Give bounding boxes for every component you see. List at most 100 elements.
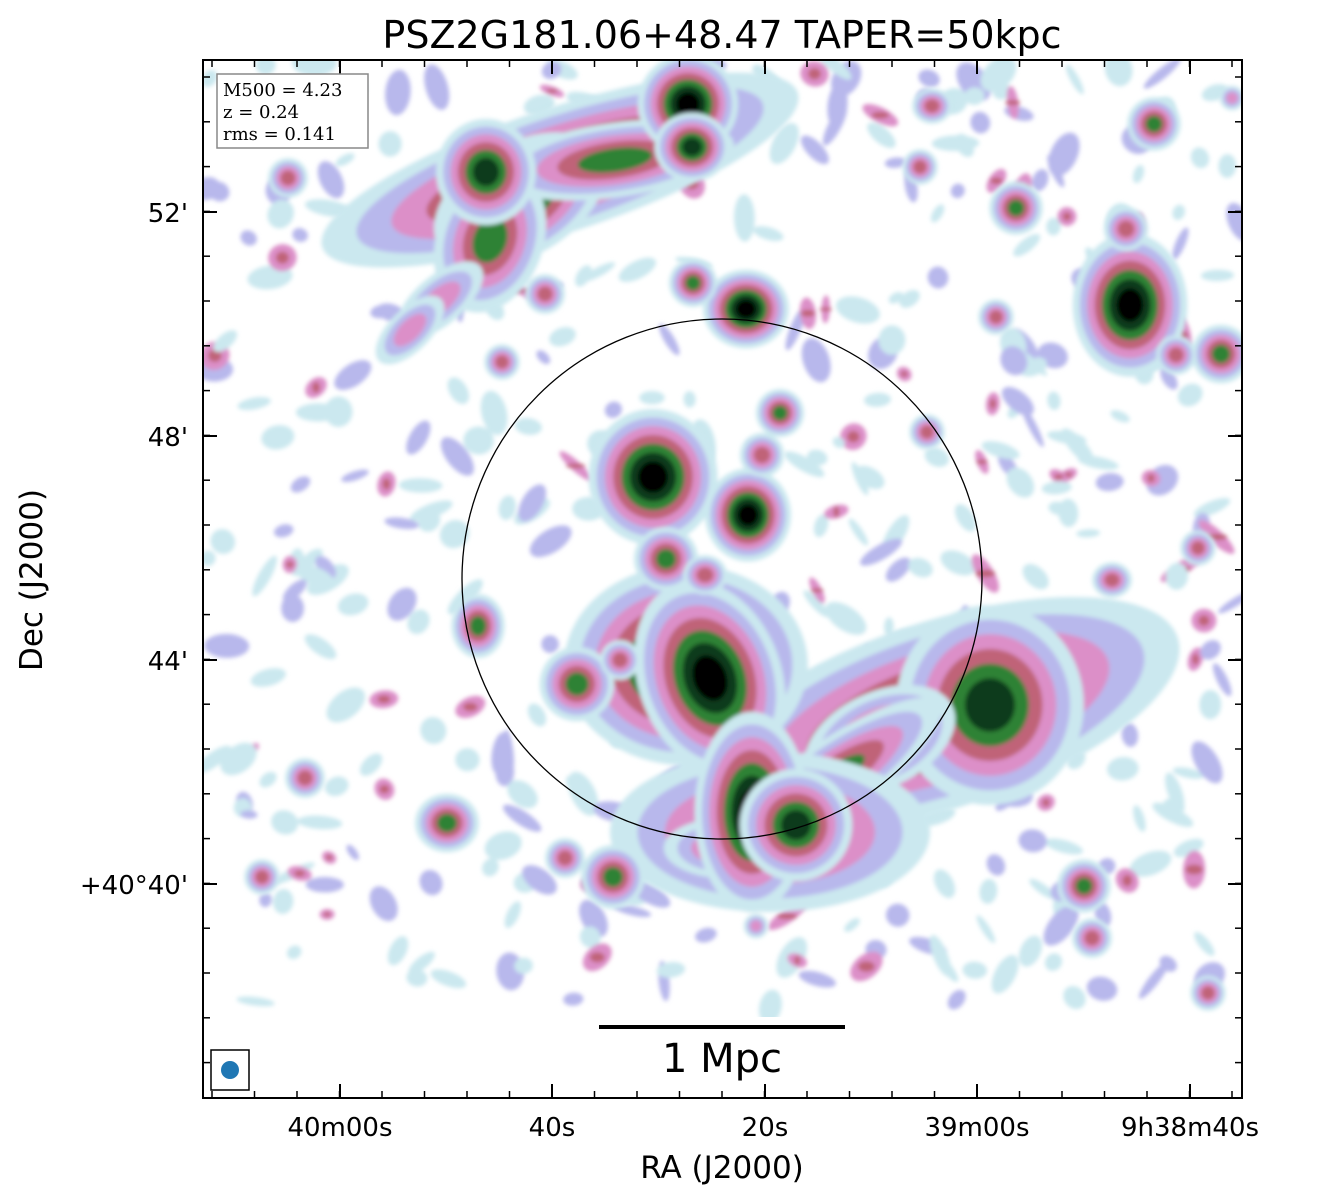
noise-blob	[835, 296, 880, 324]
noise-blob	[848, 518, 869, 546]
source-contour-layer	[557, 850, 573, 866]
source-contour-layer	[750, 920, 762, 932]
noise-blob-core	[325, 854, 333, 861]
noise-blob	[940, 550, 976, 576]
noise-blob	[825, 601, 867, 635]
source-contour-layer	[255, 870, 269, 884]
noise-blob	[733, 194, 755, 242]
noise-blob	[816, 60, 852, 80]
noise-blob	[480, 390, 508, 436]
noise-blob	[536, 350, 551, 365]
noise-blob	[758, 989, 782, 1017]
noise-blob	[514, 418, 542, 435]
noise-blob	[455, 748, 480, 772]
info-m500: M500 = 4.23	[223, 80, 342, 101]
noise-blob	[1191, 741, 1223, 784]
noise-blob	[888, 292, 904, 304]
source-contour-layer	[1145, 115, 1163, 133]
noise-blob	[832, 437, 845, 448]
noise-blob	[964, 87, 985, 105]
noise-blob	[1018, 829, 1047, 853]
noise-blob	[324, 396, 353, 427]
source-contour-layer	[495, 355, 509, 369]
noise-blob	[541, 635, 559, 653]
noise-blob	[803, 590, 829, 618]
noise-blob	[563, 992, 584, 1006]
noise-blob	[482, 858, 499, 877]
source-contour-layer	[676, 92, 700, 116]
noise-blob	[385, 69, 411, 116]
noise-blob	[991, 954, 1019, 994]
noise-blob	[1136, 858, 1165, 877]
source-contour-layer	[738, 504, 758, 526]
noise-blob	[317, 161, 345, 199]
source-contour-layer	[280, 170, 296, 186]
noise-blob	[418, 510, 441, 532]
noise-blob	[604, 401, 622, 418]
y-tick-labels: 52' 48' 44' +40°40'	[80, 199, 188, 901]
noise-blob	[613, 904, 652, 918]
noise-blob	[934, 953, 959, 982]
noise-blob	[282, 579, 307, 602]
noise-blob	[753, 226, 784, 242]
source-contour-layer	[685, 275, 701, 291]
noise-blob-core	[975, 569, 996, 578]
noise-blob	[1041, 481, 1072, 495]
noise-blob	[1044, 838, 1083, 855]
source-contour-layer	[469, 616, 487, 636]
noise-blob	[1047, 391, 1061, 410]
noise-blob	[210, 529, 236, 554]
noise-blob	[1020, 351, 1048, 376]
x-axis-label: RA (J2000)	[640, 1150, 804, 1186]
noise-blob	[335, 153, 355, 167]
noise-blob	[769, 122, 799, 165]
noise-blob-core	[1147, 473, 1155, 483]
noise-blob-core	[1198, 615, 1210, 626]
noise-blob	[439, 519, 470, 549]
noise-blob	[1006, 467, 1035, 498]
noise-blob-core	[1185, 864, 1203, 875]
noise-blob-core	[794, 955, 801, 966]
noise-blob	[406, 969, 428, 987]
x-tick-label: 39m00s	[924, 1113, 1029, 1143]
noise-blob	[250, 668, 286, 687]
noise-blob	[659, 323, 680, 356]
noise-blob	[336, 690, 358, 712]
noise-blob	[1172, 767, 1204, 779]
r500-circle	[461, 318, 983, 840]
noise-blob	[1031, 169, 1049, 192]
noise-blob	[527, 703, 547, 727]
noise-blob-core	[1122, 874, 1133, 887]
x-tick-label: 9h38m40s	[1121, 1113, 1259, 1143]
noise-blob	[807, 449, 828, 466]
noise-blob	[1077, 455, 1119, 470]
x-tick-label: 40m00s	[287, 1113, 392, 1143]
noise-blob	[419, 869, 443, 896]
noise-blob	[1194, 931, 1215, 956]
source-contour-layer	[565, 672, 589, 696]
source-contour-layer	[1116, 288, 1144, 322]
noise-blob-core	[286, 561, 294, 568]
noise-blob-core	[312, 382, 320, 393]
source-contour-layer	[772, 405, 788, 421]
noise-blob-core	[275, 251, 289, 264]
info-box: M500 = 4.23 z = 0.24 rms = 0.141	[216, 73, 369, 149]
noise-blob-core	[382, 478, 391, 490]
noise-blob	[406, 420, 431, 455]
noise-blob	[292, 228, 308, 242]
source-contour-layer	[603, 867, 623, 887]
noise-blob	[341, 469, 369, 482]
source-contour-layer	[781, 810, 811, 840]
noise-blob	[1022, 563, 1049, 590]
noise-blob	[291, 60, 337, 76]
noise-blob	[274, 524, 294, 538]
noise-blob	[884, 157, 907, 168]
noise-blob	[784, 451, 825, 478]
source-contour-layer	[1211, 344, 1231, 364]
source-contour-layer	[437, 813, 457, 833]
radio-sources	[244, 60, 1242, 1011]
source-contour-layer	[1201, 986, 1215, 1000]
noise-blob	[387, 936, 409, 966]
noise-blob	[860, 538, 903, 566]
